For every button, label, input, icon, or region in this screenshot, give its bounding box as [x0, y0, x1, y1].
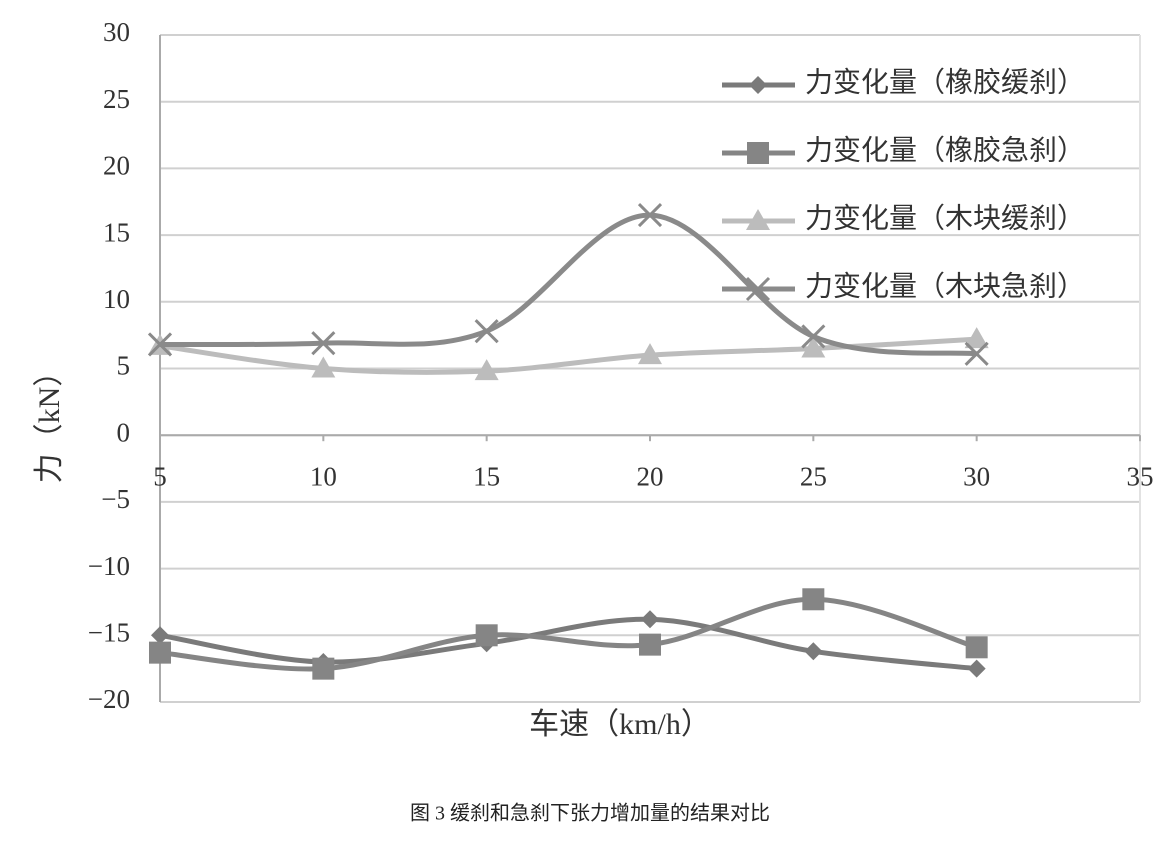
- data-point: [149, 641, 171, 664]
- y-tick-label: 5: [117, 351, 131, 381]
- x-tick-label: 35: [1127, 461, 1154, 491]
- y-tick-label: 0: [117, 417, 131, 447]
- data-point: [311, 331, 336, 356]
- legend-label: 力变化量（橡胶缓刹）: [805, 66, 1085, 98]
- y-tick-label: −10: [88, 551, 130, 581]
- data-point: [474, 359, 499, 381]
- x-tick-label: 5: [153, 461, 167, 491]
- legend-marker: [749, 76, 767, 94]
- legend-marker: [746, 209, 770, 230]
- y-tick-label: 15: [103, 217, 130, 247]
- y-tick-label: 10: [103, 284, 130, 314]
- legend-marker: [747, 142, 769, 164]
- data-point: [475, 624, 498, 647]
- data-point: [641, 610, 659, 629]
- y-tick-label: −20: [88, 684, 130, 714]
- data-point: [147, 332, 173, 357]
- data-point: [802, 588, 825, 611]
- x-axis-label: 车速（km/h）: [529, 708, 711, 741]
- y-axis-label: 力（kN）: [33, 357, 66, 484]
- data-point: [964, 341, 989, 366]
- series-line: [159, 616, 977, 672]
- data-point: [804, 642, 823, 661]
- y-tick-label: 30: [103, 17, 130, 47]
- data-point: [474, 319, 499, 344]
- data-point: [965, 636, 988, 659]
- data-point: [311, 356, 336, 378]
- y-tick-label: 20: [103, 151, 130, 181]
- data-point: [967, 659, 986, 678]
- series-line: [159, 336, 977, 375]
- legend-label: 力变化量（木块缓刹）: [805, 202, 1085, 234]
- series-line: [159, 212, 977, 357]
- series-line: [159, 596, 978, 672]
- data-point: [639, 633, 661, 656]
- legend-label: 力变化量（木块急刹）: [805, 270, 1085, 302]
- x-tick-label: 25: [800, 461, 827, 491]
- legend-label: 力变化量（橡胶急刹）: [805, 134, 1085, 166]
- y-tick-label: −5: [101, 484, 130, 514]
- data-point: [312, 657, 335, 680]
- data-point: [151, 626, 169, 645]
- x-tick-label: 10: [310, 461, 337, 491]
- caption: 图 3 缓刹和急刹下张力增加量的结果对比: [410, 802, 770, 825]
- data-point: [637, 203, 663, 228]
- y-tick-label: −15: [88, 618, 130, 648]
- legend-marker: [745, 276, 771, 302]
- x-tick-label: 15: [473, 461, 500, 491]
- x-tick-label: 30: [963, 461, 990, 491]
- data-point: [801, 324, 826, 349]
- data-point: [801, 336, 826, 358]
- data-point: [964, 327, 989, 349]
- x-tick-label: 20: [637, 461, 664, 491]
- data-point: [638, 343, 662, 365]
- y-tick-label: 25: [103, 84, 130, 114]
